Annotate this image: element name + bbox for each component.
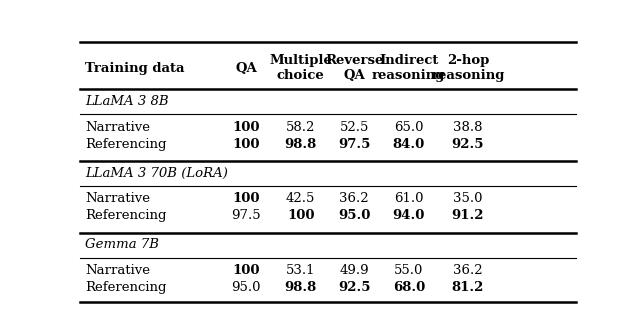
Text: 36.2: 36.2 [339, 192, 369, 205]
Text: 65.0: 65.0 [394, 121, 424, 134]
Text: Reverse
QA: Reverse QA [325, 54, 383, 82]
Text: LLaMA 3 8B: LLaMA 3 8B [85, 95, 168, 108]
Text: 61.0: 61.0 [394, 192, 424, 205]
Text: 92.5: 92.5 [452, 138, 484, 151]
Text: Narrative: Narrative [85, 192, 150, 205]
Text: 52.5: 52.5 [340, 121, 369, 134]
Text: Referencing: Referencing [85, 281, 166, 294]
Text: 49.9: 49.9 [339, 264, 369, 277]
Text: 2-hop
reasoning: 2-hop reasoning [431, 54, 504, 82]
Text: 100: 100 [287, 209, 314, 222]
Text: 98.8: 98.8 [285, 281, 317, 294]
Text: 95.0: 95.0 [338, 209, 371, 222]
Text: 68.0: 68.0 [393, 281, 425, 294]
Text: 94.0: 94.0 [393, 209, 425, 222]
Text: 100: 100 [232, 192, 260, 205]
Text: 35.0: 35.0 [453, 192, 483, 205]
Text: Training data: Training data [85, 62, 184, 75]
Text: 92.5: 92.5 [338, 281, 371, 294]
Text: Narrative: Narrative [85, 264, 150, 277]
Text: 38.8: 38.8 [453, 121, 483, 134]
Text: 36.2: 36.2 [453, 264, 483, 277]
Text: 53.1: 53.1 [286, 264, 316, 277]
Text: 100: 100 [232, 138, 260, 151]
Text: LLaMA 3 70B (LoRA): LLaMA 3 70B (LoRA) [85, 167, 228, 180]
Text: QA: QA [236, 62, 257, 75]
Text: Indirect
reasoning: Indirect reasoning [372, 54, 445, 82]
Text: 42.5: 42.5 [286, 192, 316, 205]
Text: 55.0: 55.0 [394, 264, 424, 277]
Text: 95.0: 95.0 [232, 281, 261, 294]
Text: Narrative: Narrative [85, 121, 150, 134]
Text: 97.5: 97.5 [338, 138, 371, 151]
Text: 97.5: 97.5 [231, 209, 261, 222]
Text: 100: 100 [232, 264, 260, 277]
Text: 98.8: 98.8 [285, 138, 317, 151]
Text: Referencing: Referencing [85, 209, 166, 222]
Text: 100: 100 [232, 121, 260, 134]
Text: 58.2: 58.2 [286, 121, 316, 134]
Text: Multiple
choice: Multiple choice [269, 54, 332, 82]
Text: 81.2: 81.2 [452, 281, 484, 294]
Text: Referencing: Referencing [85, 138, 166, 151]
Text: 84.0: 84.0 [393, 138, 425, 151]
Text: 91.2: 91.2 [452, 209, 484, 222]
Text: Gemma 7B: Gemma 7B [85, 239, 159, 251]
